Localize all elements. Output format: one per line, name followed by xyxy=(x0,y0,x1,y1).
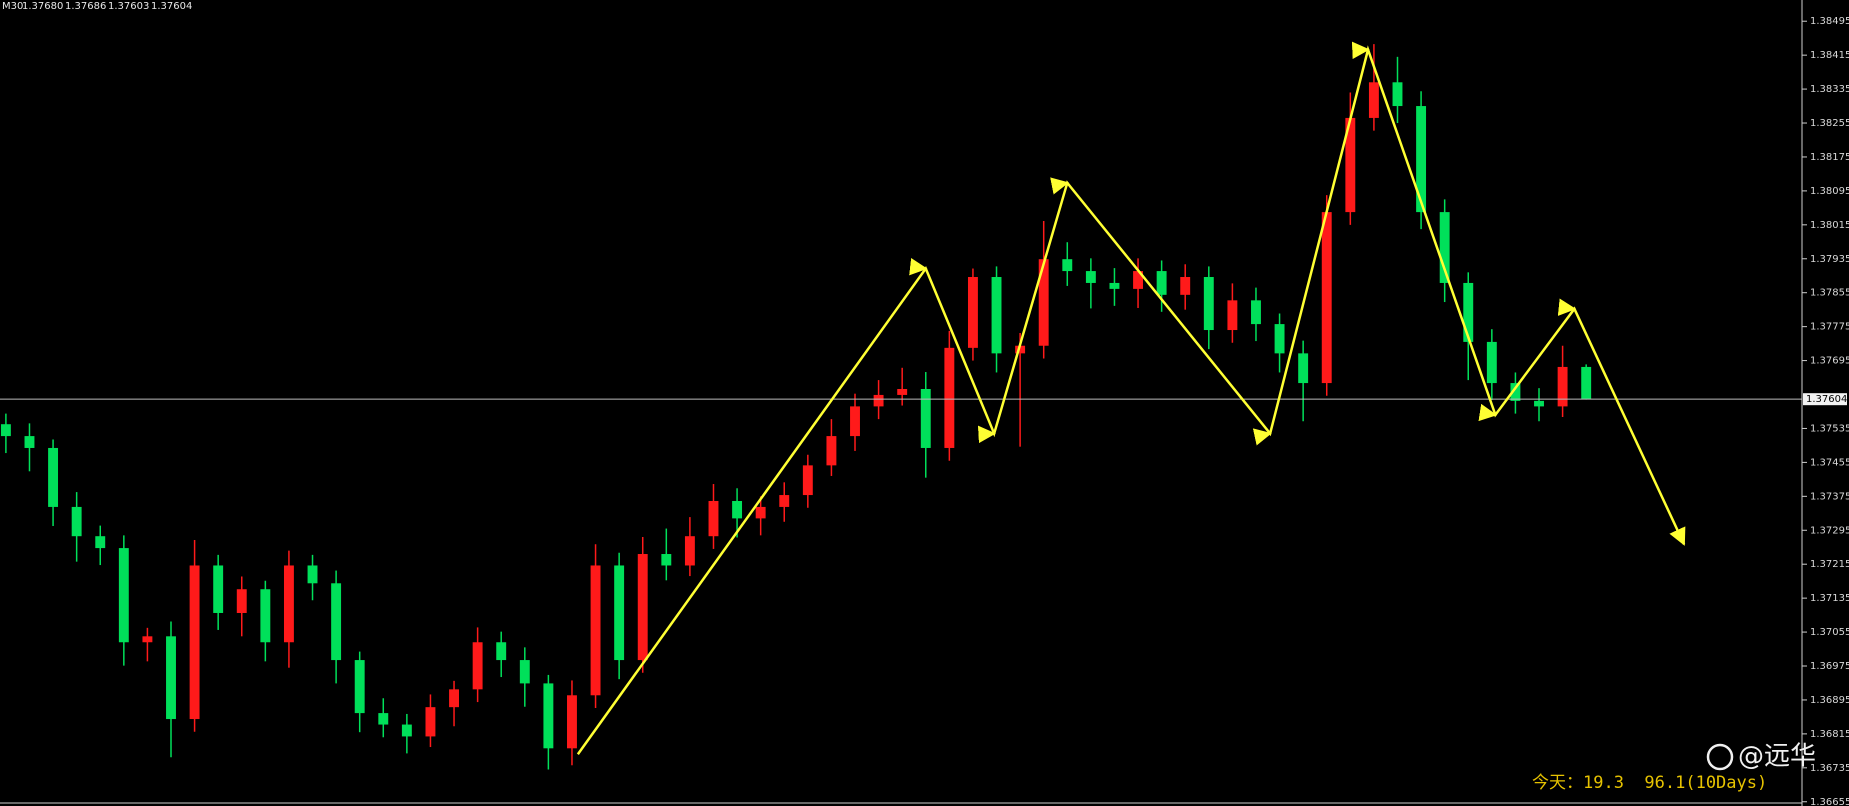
candle-body xyxy=(1251,300,1261,325)
y-tick-label: 1.36655 xyxy=(1810,797,1849,806)
candle-body xyxy=(1298,353,1309,384)
candle-body xyxy=(1203,277,1214,331)
y-tick-label: 1.37375 xyxy=(1810,491,1849,502)
candle-body xyxy=(401,724,412,737)
candle-body xyxy=(967,277,978,348)
ohlc-high: 1.37686 xyxy=(65,1,106,12)
watermark-group: @远华 xyxy=(1706,742,1816,772)
candle-body xyxy=(637,554,648,661)
candle-body xyxy=(95,536,106,549)
y-tick-label: 1.38415 xyxy=(1810,50,1849,61)
candle-body xyxy=(1463,282,1474,342)
candle-body xyxy=(543,683,554,749)
y-tick-label: 1.37455 xyxy=(1810,457,1849,468)
candle-body xyxy=(1062,259,1073,272)
candle-body xyxy=(331,583,342,661)
candle-body xyxy=(1180,277,1191,295)
candle-body xyxy=(1557,366,1568,407)
candle-body xyxy=(991,277,1002,354)
candle-body xyxy=(873,394,884,407)
candle-body xyxy=(48,447,59,507)
candle-body xyxy=(260,589,271,643)
current-price-box xyxy=(1803,393,1847,406)
footer-stats: 今天：19.3 96.1(10Days) xyxy=(1532,773,1767,793)
y-tick-label: 1.37535 xyxy=(1810,423,1849,434)
y-tick-label: 1.38015 xyxy=(1810,220,1849,231)
y-tick-label: 1.37695 xyxy=(1810,356,1849,367)
candle-body xyxy=(142,636,153,643)
candle-body xyxy=(213,565,224,613)
candle-body xyxy=(897,389,908,395)
candle-body xyxy=(755,506,766,519)
candle-body xyxy=(590,565,601,696)
candle-body xyxy=(944,347,955,448)
candle-body xyxy=(661,554,672,566)
candle-body xyxy=(118,548,129,643)
y-tick-label: 1.36895 xyxy=(1810,695,1849,706)
candle-body xyxy=(24,436,35,448)
y-tick-label: 1.36735 xyxy=(1810,763,1849,774)
candle-body xyxy=(472,642,483,690)
candle-body xyxy=(1534,400,1544,407)
candle-body xyxy=(189,565,200,720)
candle-body xyxy=(1085,271,1096,283)
candle-body xyxy=(1321,212,1332,384)
candle-body xyxy=(708,500,719,537)
candle-body xyxy=(826,436,837,466)
ohlc-close: 1.37604 xyxy=(151,1,192,12)
candle-body xyxy=(1227,300,1238,331)
candle-body xyxy=(307,565,318,584)
candle-body xyxy=(850,406,860,437)
ohlc-low: 1.37603 xyxy=(108,1,149,12)
candle-body xyxy=(614,565,625,661)
watermark-icon xyxy=(1706,743,1734,771)
watermark: @远华 xyxy=(1738,742,1816,772)
candle-body xyxy=(1416,106,1427,213)
candle-body xyxy=(920,389,931,448)
candle-body xyxy=(1156,271,1167,295)
candle-body xyxy=(779,495,790,507)
candle-body xyxy=(802,465,813,496)
timeframe: M30 xyxy=(2,1,23,12)
candle-body xyxy=(1274,324,1285,354)
y-tick-label: 1.37135 xyxy=(1810,593,1849,604)
y-tick-label: 1.38335 xyxy=(1810,84,1849,95)
candle-body xyxy=(0,424,11,437)
y-tick-label: 1.38175 xyxy=(1810,152,1849,163)
candle-body xyxy=(166,636,176,720)
y-tick-label: 1.36815 xyxy=(1810,729,1849,740)
header: M30 1.37680 1.37686 1.37603 1.37604 xyxy=(2,1,192,12)
candle-body xyxy=(1392,82,1403,107)
zigzag-line xyxy=(576,41,1686,755)
candle-body xyxy=(378,713,389,725)
y-tick-label: 1.38095 xyxy=(1810,186,1849,197)
y-tick-label: 1.37775 xyxy=(1810,322,1849,333)
candle-body xyxy=(354,660,365,714)
candle-body xyxy=(496,642,507,661)
candle-body xyxy=(283,565,294,643)
y-tick-label: 1.37935 xyxy=(1810,254,1849,265)
candle-body xyxy=(732,500,743,519)
y-tick-label: 1.37215 xyxy=(1810,559,1849,570)
candle-body xyxy=(1109,282,1120,289)
candle-body xyxy=(1486,341,1497,384)
y-tick-label: 1.38495 xyxy=(1810,16,1849,27)
candle-body xyxy=(1368,82,1379,118)
candle-body xyxy=(684,536,695,566)
ohlc-open: 1.37680 xyxy=(22,1,63,12)
y-tick-label: 1.37855 xyxy=(1810,288,1849,299)
y-tick-label: 1.38255 xyxy=(1810,118,1849,129)
candle-body xyxy=(236,589,247,613)
candle-body xyxy=(567,695,577,749)
y-tick-label: 1.37055 xyxy=(1810,627,1849,638)
candle-body xyxy=(425,707,436,737)
candle-body xyxy=(449,689,459,708)
candle-body xyxy=(1581,366,1592,400)
y-tick-label: 1.37295 xyxy=(1810,525,1849,536)
current-price-label: 1.37604 xyxy=(1806,394,1847,405)
y-tick-label: 1.36975 xyxy=(1810,661,1849,672)
candle-body xyxy=(519,660,530,684)
candle-body xyxy=(71,506,82,537)
